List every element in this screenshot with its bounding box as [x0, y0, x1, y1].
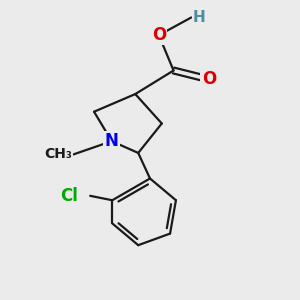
Text: N: N — [105, 132, 119, 150]
Text: O: O — [152, 26, 166, 44]
Text: CH₃: CH₃ — [44, 147, 72, 161]
Text: H: H — [193, 10, 206, 25]
Text: Cl: Cl — [61, 187, 78, 205]
Text: O: O — [202, 70, 216, 88]
